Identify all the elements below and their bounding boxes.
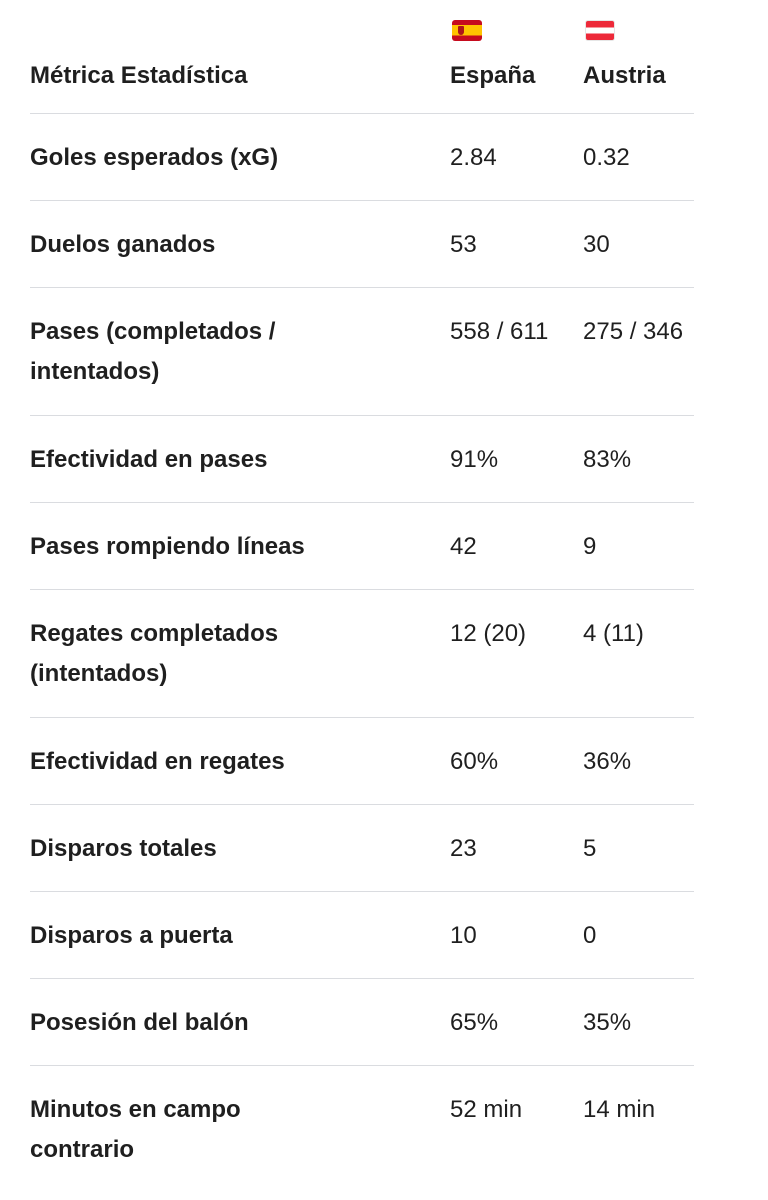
austria-value: 30 (583, 231, 610, 258)
spain-flag-icon (452, 20, 482, 41)
austria-value: 83% (583, 446, 632, 473)
metric-name: Minutos en campo contrario (30, 1096, 241, 1163)
spain-value: 52 min (450, 1096, 523, 1123)
table-row: Posesión del balón 65% 35% (30, 979, 694, 1066)
table-row: Disparos a puerta 10 0 (30, 892, 694, 979)
metric-name: Pases rompiendo líneas (30, 533, 305, 560)
austria-value: 0.32 (583, 144, 630, 171)
spain-value: 10 (450, 922, 477, 949)
table-header: Métrica Estadística España Austria (30, 0, 694, 114)
metric-column-header: Métrica Estadística (30, 62, 248, 89)
spain-value: 2.84 (450, 144, 497, 171)
table-row: Efectividad en regates 60% 36% (30, 718, 694, 805)
metric-name: Pases (completados / intentados) (30, 318, 276, 385)
table-row: Efectividad en pases 91% 83% (30, 416, 694, 503)
spain-value: 65% (450, 1009, 499, 1036)
austria-value: 275 / 346 (583, 318, 684, 345)
spain-value: 60% (450, 748, 499, 775)
austria-flag-icon (585, 20, 615, 41)
metric-name: Duelos ganados (30, 231, 216, 258)
austria-value: 5 (583, 835, 597, 862)
spain-value: 23 (450, 835, 477, 862)
table-row: Minutos en campo contrario 52 min 14 min (30, 1066, 694, 1194)
austria-value: 0 (583, 922, 597, 949)
metric-name: Posesión del balón (30, 1009, 249, 1036)
metric-name: Goles esperados (xG) (30, 144, 279, 171)
spain-column-header: España (450, 20, 580, 92)
metric-name: Regates completados (intentados) (30, 620, 279, 687)
austria-column-header: Austria (583, 20, 713, 92)
spain-team-name: España (450, 62, 536, 89)
spain-value: 53 (450, 231, 477, 258)
spain-value: 558 / 611 (450, 318, 549, 345)
table-row: Regates completados (intentados) 12 (20)… (30, 590, 694, 718)
table-row: Pases rompiendo líneas 42 9 (30, 503, 694, 590)
stats-table: Métrica Estadística España Austria Goles… (30, 0, 694, 1194)
austria-value: 36% (583, 748, 632, 775)
austria-team-name: Austria (583, 62, 666, 89)
table-row: Duelos ganados 53 30 (30, 201, 694, 288)
table-row: Disparos totales 23 5 (30, 805, 694, 892)
metric-name: Disparos totales (30, 835, 217, 862)
table-row: Goles esperados (xG) 2.84 0.32 (30, 114, 694, 201)
austria-value: 4 (11) (583, 620, 644, 647)
spain-value: 91% (450, 446, 499, 473)
spain-value: 12 (20) (450, 620, 527, 647)
austria-value: 14 min (583, 1096, 656, 1123)
table-row: Pases (completados / intentados) 558 / 6… (30, 288, 694, 416)
metric-name: Disparos a puerta (30, 922, 233, 949)
metric-name: Efectividad en regates (30, 748, 285, 775)
austria-value: 35% (583, 1009, 632, 1036)
spain-value: 42 (450, 533, 477, 560)
austria-value: 9 (583, 533, 597, 560)
metric-name: Efectividad en pases (30, 446, 268, 473)
